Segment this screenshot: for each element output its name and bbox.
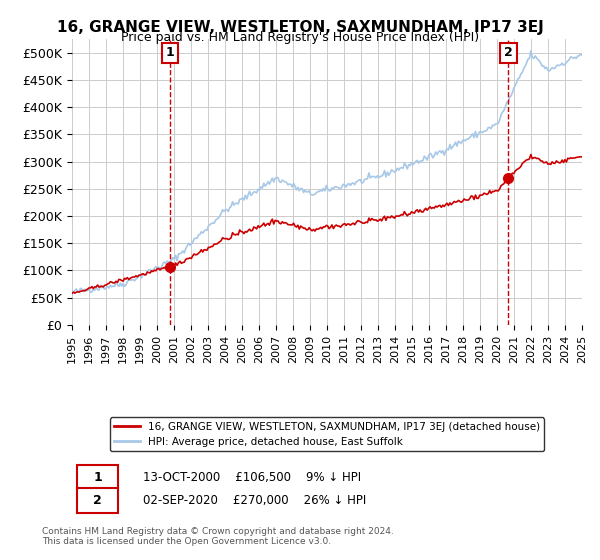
Text: Price paid vs. HM Land Registry's House Price Index (HPI): Price paid vs. HM Land Registry's House …	[121, 31, 479, 44]
Text: 2: 2	[93, 494, 102, 507]
Text: 02-SEP-2020    £270,000    26% ↓ HPI: 02-SEP-2020 £270,000 26% ↓ HPI	[143, 494, 367, 507]
Text: Contains HM Land Registry data © Crown copyright and database right 2024.
This d: Contains HM Land Registry data © Crown c…	[42, 526, 394, 546]
FancyBboxPatch shape	[77, 465, 118, 491]
FancyBboxPatch shape	[77, 488, 118, 514]
Text: 2: 2	[504, 46, 513, 59]
Text: 16, GRANGE VIEW, WESTLETON, SAXMUNDHAM, IP17 3EJ: 16, GRANGE VIEW, WESTLETON, SAXMUNDHAM, …	[56, 20, 544, 35]
Text: 1: 1	[93, 471, 102, 484]
Text: 1: 1	[166, 46, 175, 59]
Legend: 16, GRANGE VIEW, WESTLETON, SAXMUNDHAM, IP17 3EJ (detached house), HPI: Average : 16, GRANGE VIEW, WESTLETON, SAXMUNDHAM, …	[110, 417, 544, 451]
Text: 13-OCT-2000    £106,500    9% ↓ HPI: 13-OCT-2000 £106,500 9% ↓ HPI	[143, 471, 362, 484]
